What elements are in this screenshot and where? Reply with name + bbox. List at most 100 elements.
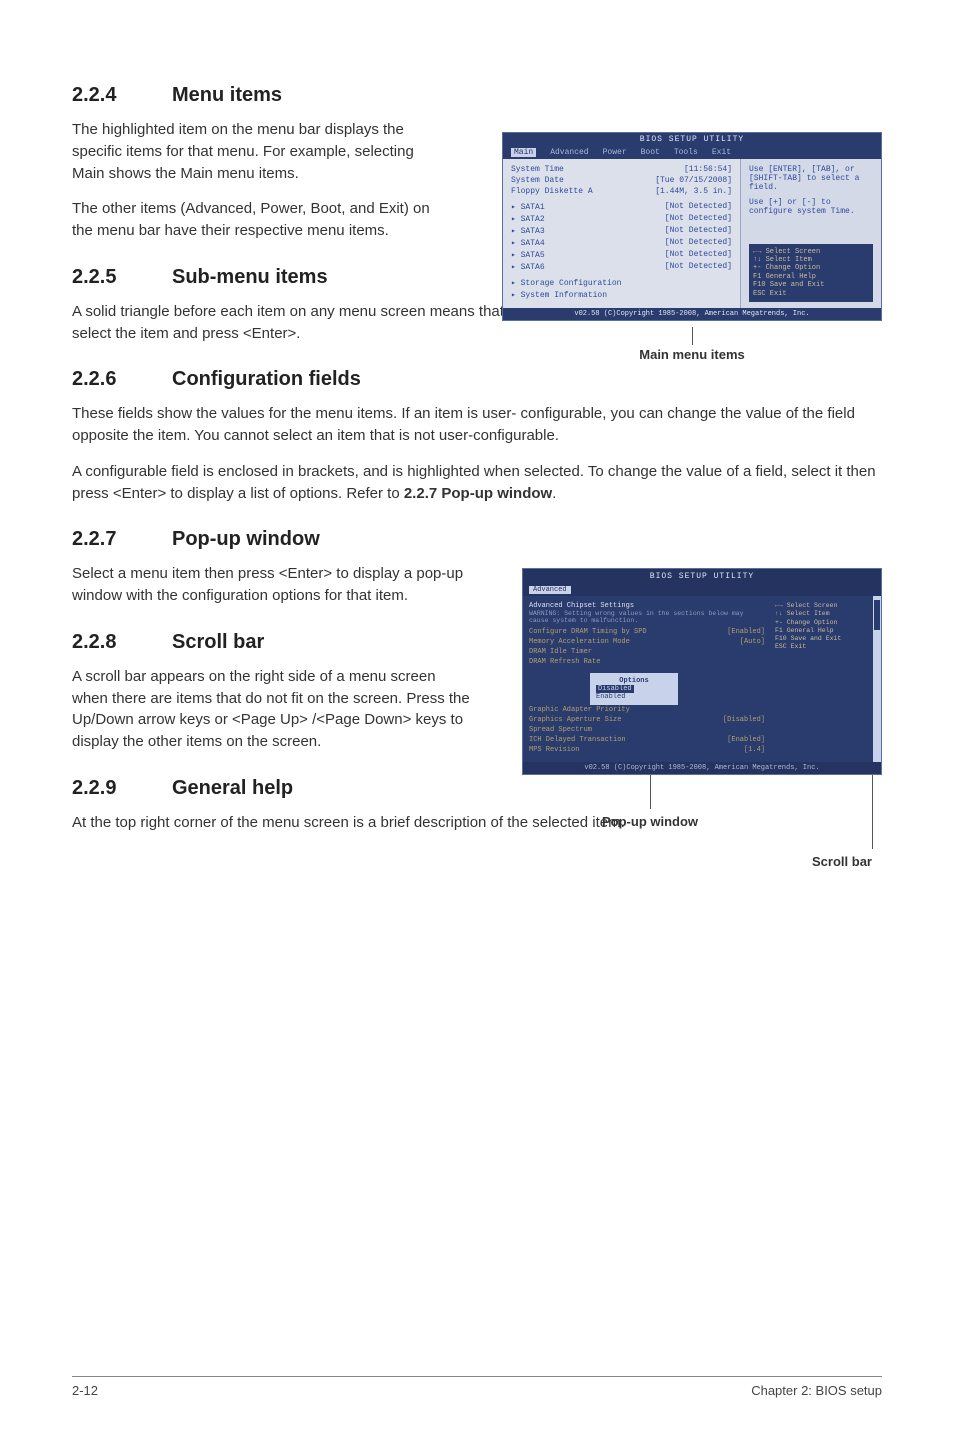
bios2-footer: v02.58 (C)Copyright 1985-2008, American … xyxy=(523,762,881,774)
row-floppy-r[interactable]: [1.44M, 3.5 in.] xyxy=(655,187,732,196)
menubar-advanced[interactable]: Advanced xyxy=(550,148,588,157)
b2-l3l[interactable]: DRAM Idle Timer xyxy=(529,648,592,656)
heading-229: 2.2.9General help xyxy=(72,777,882,800)
secnum-224: 2.2.4 xyxy=(72,84,172,107)
para-228a: A scroll bar appears on the right side o… xyxy=(72,666,472,753)
secnum-228: 2.2.8 xyxy=(72,631,172,654)
para-226b-tail: . xyxy=(552,485,556,502)
bios1-footer: v02.58 (C)Copyright 1985-2008, American … xyxy=(503,308,881,320)
secnum-227: 2.2.7 xyxy=(72,528,172,551)
bios1-help2: Use [+] or [-] to configure system Time. xyxy=(749,198,873,216)
para-227a: Select a menu item then press <Enter> to… xyxy=(72,563,472,607)
row-sata6-l[interactable]: ▸ SATA6 xyxy=(511,262,545,272)
menubar-main[interactable]: Main xyxy=(511,148,536,157)
menubar-power[interactable]: Power xyxy=(603,148,627,157)
row-systime-r[interactable]: [11:56:54] xyxy=(684,165,732,174)
row-systime-l[interactable]: System Time xyxy=(511,165,564,174)
title-228: Scroll bar xyxy=(172,631,264,653)
para-224b: The other items (Advanced, Power, Boot, … xyxy=(72,198,442,242)
popup-window[interactable]: Options Disabled Enabled xyxy=(589,672,679,706)
row-sysdate-r[interactable]: [Tue 07/15/2008] xyxy=(655,176,732,185)
title-224: Menu items xyxy=(172,84,282,106)
bios2-tab-advanced[interactable]: Advanced xyxy=(529,586,571,594)
b2-l1r[interactable]: [Enabled] xyxy=(727,628,765,636)
b2-l8l[interactable]: ICH Delayed Transaction xyxy=(529,736,626,744)
row-sysinfo[interactable]: ▸ System Information xyxy=(511,290,607,300)
popup-opt-enabled[interactable]: Enabled xyxy=(596,693,625,701)
popup-opt-disabled[interactable]: Disabled xyxy=(596,685,634,693)
b2-l7l[interactable]: Spread Spectrum xyxy=(529,726,592,734)
para-226a: These fields show the values for the men… xyxy=(72,403,882,447)
heading-227: 2.2.7Pop-up window xyxy=(72,528,882,551)
row-sata3-l[interactable]: ▸ SATA3 xyxy=(511,226,545,236)
row-sata1-l[interactable]: ▸ SATA1 xyxy=(511,202,545,212)
b2-l6r[interactable]: [Disabled] xyxy=(723,716,765,724)
row-sata4-r: [Not Detected] xyxy=(665,238,732,248)
secnum-226: 2.2.6 xyxy=(72,368,172,391)
row-sata3-r: [Not Detected] xyxy=(665,226,732,236)
row-sata5-l[interactable]: ▸ SATA5 xyxy=(511,250,545,260)
row-sata5-r: [Not Detected] xyxy=(665,250,732,260)
secnum-229: 2.2.9 xyxy=(72,777,172,800)
popup-title: Options xyxy=(596,677,672,685)
row-storage[interactable]: ▸ Storage Configuration xyxy=(511,278,621,288)
scrollbar[interactable] xyxy=(873,596,881,762)
bios2-warning: WARNING: Setting wrong values in the sec… xyxy=(529,610,765,624)
title-225: Sub-menu items xyxy=(172,266,328,288)
caption-main-menu: Main menu items xyxy=(502,327,882,362)
b2-l9r[interactable]: [1.4] xyxy=(744,746,765,754)
row-sata1-r: [Not Detected] xyxy=(665,202,732,212)
row-sysdate-l[interactable]: System Date xyxy=(511,176,564,185)
bios2-right-pane: ←→ Select Screen ↑↓ Select Item +- Chang… xyxy=(771,596,881,762)
b2-l2r[interactable]: [Auto] xyxy=(740,638,765,646)
caption-popup: Pop-up window xyxy=(602,814,698,829)
b2-l9l[interactable]: MPS Revision xyxy=(529,746,579,754)
menubar-exit[interactable]: Exit xyxy=(712,148,731,157)
caption-scroll: Scroll bar xyxy=(812,854,872,869)
bios1-left-pane: System Time [11:56:54] System Date [Tue 07… xyxy=(503,159,741,308)
figure-popup: BIOS SETUP UTILITY Advanced Advanced Chi… xyxy=(522,568,882,775)
para-229a: At the top right corner of the menu scre… xyxy=(72,812,882,834)
bios-window-1: BIOS SETUP UTILITY Main Advanced Power B… xyxy=(502,132,882,321)
footer-page-num: 2-12 xyxy=(72,1383,98,1398)
bios1-menubar: Main Advanced Power Boot Tools Exit xyxy=(503,146,881,159)
bios2-title: BIOS SETUP UTILITY xyxy=(523,569,881,584)
bios2-tabs: Advanced xyxy=(523,584,881,596)
b2-l8r[interactable]: [Enabled] xyxy=(727,736,765,744)
b2-l4l[interactable]: DRAM Refresh Rate xyxy=(529,658,600,666)
row-sata4-l[interactable]: ▸ SATA4 xyxy=(511,238,545,248)
row-sata2-l[interactable]: ▸ SATA2 xyxy=(511,214,545,224)
figure-main-menu: BIOS SETUP UTILITY Main Advanced Power B… xyxy=(502,132,882,362)
bios-window-2: BIOS SETUP UTILITY Advanced Advanced Chi… xyxy=(522,568,882,775)
b2-l1l[interactable]: Configure DRAM Timing by SPD xyxy=(529,628,647,636)
leader-scroll xyxy=(872,775,873,849)
bios2-header: Advanced Chipset Settings xyxy=(529,602,765,610)
bios1-help1: Use [ENTER], [TAB], or [SHIFT-TAB] to se… xyxy=(749,165,873,192)
secnum-225: 2.2.5 xyxy=(72,266,172,289)
b2-l2l[interactable]: Memory Acceleration Mode xyxy=(529,638,630,646)
heading-226: 2.2.6Configuration fields xyxy=(72,368,882,391)
row-sata2-r: [Not Detected] xyxy=(665,214,732,224)
title-229: General help xyxy=(172,777,293,799)
row-sata6-r: [Not Detected] xyxy=(665,262,732,272)
caption-main-menu-text: Main menu items xyxy=(639,347,744,362)
title-227: Pop-up window xyxy=(172,528,320,550)
bios1-help-keys: ←→ Select Screen ↑↓ Select Item +- Chang… xyxy=(749,244,873,302)
b2-l5l[interactable]: Graphic Adapter Priority xyxy=(529,706,630,714)
bios2-help-keys: ←→ Select Screen ↑↓ Select Item +- Chang… xyxy=(775,602,877,651)
menubar-boot[interactable]: Boot xyxy=(641,148,660,157)
row-floppy-l[interactable]: Floppy Diskette A xyxy=(511,187,593,196)
heading-224: 2.2.4Menu items xyxy=(72,84,882,107)
title-226: Configuration fields xyxy=(172,368,361,390)
menubar-tools[interactable]: Tools xyxy=(674,148,698,157)
leader-popup xyxy=(650,775,651,809)
bios1-title: BIOS SETUP UTILITY xyxy=(503,133,881,146)
bios2-left-pane: Advanced Chipset Settings WARNING: Setti… xyxy=(523,596,771,762)
para-226b: A configurable field is enclosed in brac… xyxy=(72,461,882,505)
b2-l6l[interactable]: Graphics Aperture Size xyxy=(529,716,621,724)
caption-scroll-wrap: Scroll bar xyxy=(762,775,922,871)
footer-chapter: Chapter 2: BIOS setup xyxy=(751,1383,882,1398)
bios1-right-pane: Use [ENTER], [TAB], or [SHIFT-TAB] to se… xyxy=(741,159,881,308)
para-224a: The highlighted item on the menu bar dis… xyxy=(72,119,442,184)
caption-popup-wrap: Pop-up window xyxy=(602,775,698,831)
